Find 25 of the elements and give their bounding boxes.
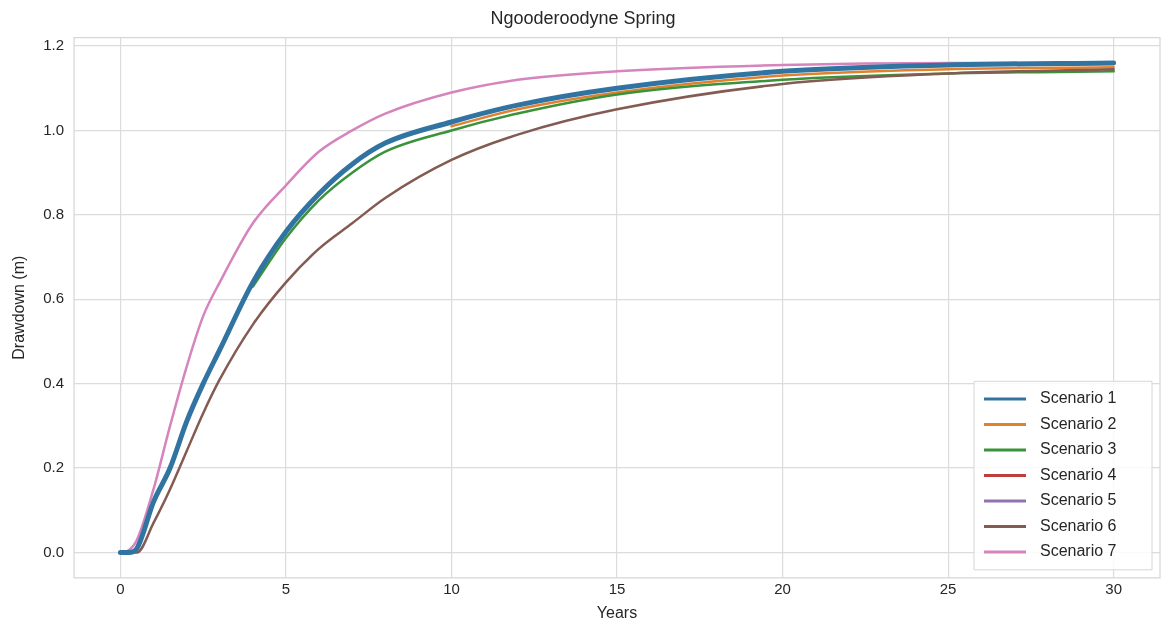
legend-label: Scenario 3 bbox=[1040, 440, 1117, 458]
line-series bbox=[450, 65, 1115, 128]
legend-label: Scenario 4 bbox=[1040, 465, 1117, 483]
x-tick-label: 25 bbox=[939, 579, 957, 597]
y-tick-label: 0.4 bbox=[43, 373, 65, 391]
legend-label: Scenario 6 bbox=[1040, 516, 1117, 534]
y-axis-title: Drawdown (m) bbox=[10, 255, 28, 360]
x-tick-label: 30 bbox=[1105, 579, 1122, 597]
y-tick-label: 0.2 bbox=[43, 458, 65, 476]
legend-label: Scenario 1 bbox=[1040, 389, 1117, 407]
legend-label: Scenario 2 bbox=[1040, 414, 1117, 432]
x-axis-title: Years bbox=[596, 603, 638, 621]
x-tick-label: 20 bbox=[774, 579, 791, 597]
y-tick-label: 0.0 bbox=[43, 542, 65, 560]
y-tick-label: 0.6 bbox=[43, 289, 65, 307]
y-tick-label: 1.2 bbox=[43, 36, 65, 54]
chart-title: Ngooderoodyne Spring bbox=[490, 7, 676, 28]
y-tick-label: 0.8 bbox=[43, 204, 65, 222]
legend-label: Scenario 5 bbox=[1040, 491, 1117, 509]
x-tick-label: 0 bbox=[116, 579, 125, 597]
x-tick-label: 10 bbox=[443, 579, 460, 597]
x-tick-label: 15 bbox=[608, 579, 626, 597]
x-tick-label: 5 bbox=[281, 579, 291, 597]
legend-label: Scenario 7 bbox=[1040, 542, 1117, 560]
y-tick-label: 1.0 bbox=[43, 120, 65, 138]
